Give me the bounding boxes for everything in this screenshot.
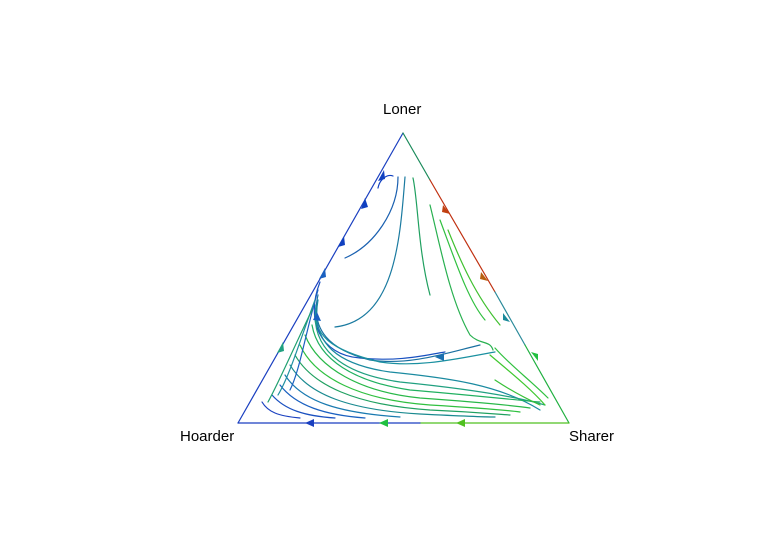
trajectory <box>267 309 313 403</box>
arrow-icon <box>531 352 538 361</box>
trajectory <box>314 314 546 406</box>
trajectory <box>344 176 399 259</box>
arrow-icon <box>379 419 388 427</box>
arrow-icon <box>456 419 465 427</box>
trajectory <box>315 294 481 363</box>
trajectory <box>261 401 301 419</box>
trajectory <box>313 281 446 360</box>
arrow-icon <box>480 272 488 281</box>
trajectory <box>489 354 546 406</box>
vertex-label-loner: Loner <box>383 101 422 118</box>
trajectory <box>279 384 366 419</box>
arrow-icon <box>361 198 368 209</box>
vertex-label-sharer: Sharer <box>569 428 615 445</box>
arrow-icon <box>503 313 510 322</box>
edge-loner-sharer-mid <box>429 179 496 293</box>
trajectory <box>299 344 521 413</box>
trajectory <box>284 374 401 418</box>
trajectory <box>289 364 496 418</box>
arrow-icon <box>319 268 326 279</box>
trajectory <box>334 176 406 328</box>
flow-arrows <box>277 170 538 427</box>
trajectory <box>289 289 319 391</box>
edge-loner-sharer-bottom <box>524 344 570 424</box>
trajectory <box>412 177 431 296</box>
edge-loner-sharer-upper <box>402 132 431 181</box>
trajectory <box>294 354 511 416</box>
trajectory <box>316 299 541 411</box>
trajectory <box>439 219 486 321</box>
trajectory <box>429 204 494 351</box>
trajectory <box>271 394 336 419</box>
trajectory <box>494 347 549 399</box>
arrow-icon <box>305 419 314 427</box>
vertex-label-hoarder: Hoarder <box>180 428 235 445</box>
trajectory <box>304 334 531 409</box>
arrow-icon <box>378 170 385 181</box>
trajectory <box>311 324 541 403</box>
arrow-icon <box>338 236 345 247</box>
trajectory <box>447 229 501 326</box>
arrow-icon <box>442 205 450 214</box>
trajectory <box>314 304 496 365</box>
arrow-icon <box>313 312 321 321</box>
arrow-icon <box>435 353 444 361</box>
edge-loner-sharer-lower <box>494 291 526 346</box>
arrow-icon <box>277 342 284 353</box>
trajectory <box>494 379 541 406</box>
